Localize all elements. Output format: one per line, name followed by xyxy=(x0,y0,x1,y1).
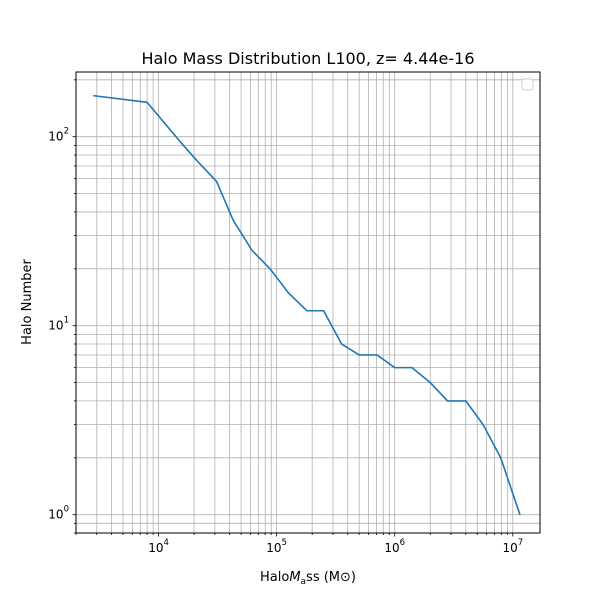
chart-title: Halo Mass Distribution L100, z= 4.44e-16 xyxy=(141,49,474,68)
y-tick-label: 101 xyxy=(48,316,69,333)
x-axis-label: HaloMass (M⊙) xyxy=(260,570,356,587)
x-tick-label: 104 xyxy=(148,538,169,555)
series-layer xyxy=(93,94,521,515)
y-axis-label: Halo Number xyxy=(20,259,35,345)
x-tick-label: 107 xyxy=(502,538,523,555)
axes-frame xyxy=(75,71,541,534)
legend-box xyxy=(521,78,534,91)
x-tick-label: 105 xyxy=(266,538,287,555)
y-tick-label: 102 xyxy=(48,127,69,144)
plot-area: 104 105 106 107 100 101 102 xyxy=(48,71,541,555)
series-line xyxy=(93,94,521,515)
grid-lines xyxy=(75,72,540,534)
y-tick-label: 100 xyxy=(48,505,69,522)
ticks-layer: 104 105 106 107 100 101 102 xyxy=(48,79,523,555)
x-tick-label: 106 xyxy=(384,538,405,555)
